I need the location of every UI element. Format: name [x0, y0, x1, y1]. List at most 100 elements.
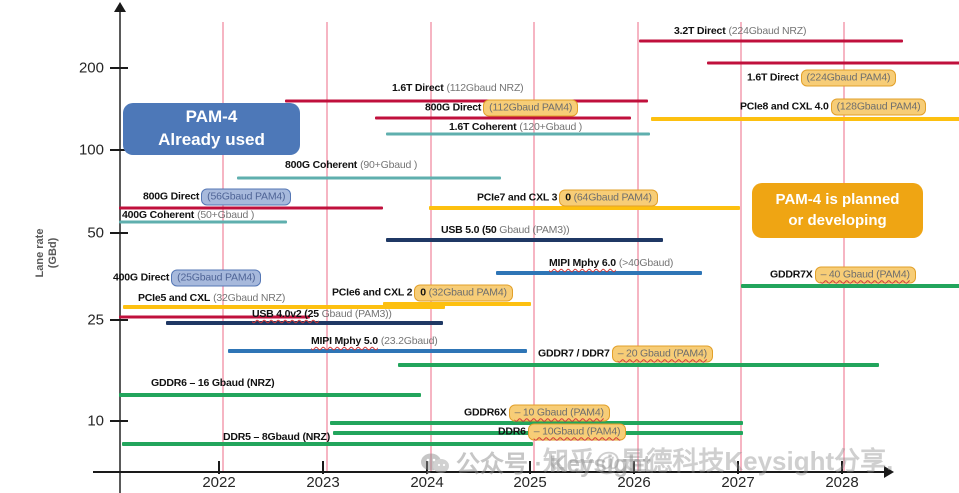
pcie6-cxl2-value: (32Gbaud PAM4): [428, 286, 507, 299]
y-tick-label-10: 10: [87, 412, 104, 430]
watermark-text-2: 知乎@是德科技Keysight分享.: [543, 446, 894, 476]
800g-direct-pam4-highlight-box: (112Gbaud PAM4): [483, 99, 579, 117]
pcie5-cxl-name: PCIe5 and CXL: [138, 292, 211, 304]
ddr5-label: DDR5 – 8Gbaud (NRZ): [223, 430, 330, 444]
3-2t-direct-label: 3.2T Direct (224Gbaud NRZ): [674, 24, 806, 38]
1-6t-coherent-line: [386, 132, 650, 136]
800g-coherent-name: 800G Coherent: [285, 159, 358, 171]
x-tick-2023: [322, 461, 324, 474]
y-tick-label-200: 200: [78, 59, 104, 77]
mipi-mphy5-name: MIPI Mphy 5.0: [311, 335, 378, 347]
usb5-label: USB 5.0 (50 Gbaud (PAM3)): [441, 223, 570, 237]
y-tick-200: [110, 67, 128, 69]
x-tick-2025: [529, 461, 531, 474]
mipi-mphy6-line: [496, 271, 702, 275]
800g-direct-56-line: [119, 206, 383, 210]
400g-coherent-line: [119, 220, 287, 224]
x-tick-2027: [737, 461, 739, 474]
800g-direct-pam4-value: (112Gbaud PAM4): [489, 101, 573, 114]
pcie8-cxl4-value: (128Gbaud PAM4): [836, 100, 921, 113]
gridline-2028: [843, 22, 845, 471]
gddr7-ddr7-name: GDDR7 / DDR7: [538, 347, 610, 360]
pcie7-cxl3-name: PCIe7 and CXL 3: [477, 191, 558, 204]
mipi-mphy6-label: MIPI Mphy 6.0 (>40Gbaud): [549, 256, 673, 270]
800g-coherent-label: 800G Coherent (90+Gbaud ): [285, 158, 417, 172]
pcie5-cxl-line: [123, 305, 445, 309]
pcie7-cxl3-line: [429, 206, 740, 210]
1-6t-direct-nrz-value: (112Gbaud NRZ): [446, 82, 524, 94]
3-2t-direct-line: [639, 39, 903, 43]
800g-direct-56-label: 800G Direct (56Gbaud PAM4): [143, 188, 292, 206]
mipi-mphy5-label: MIPI Mphy 5.0 (23.2Gbaud): [311, 334, 438, 348]
gddr6x-highlight-box: – 10 Gbaud (PAM4): [508, 404, 610, 422]
watermark-wechat: 公众号 · Keysight: [420, 444, 651, 483]
gddr7x-line: [741, 284, 959, 288]
watermark-text-1: 公众号 · Keysight: [456, 451, 651, 478]
1-6t-direct-nrz-name: 1.6T Direct: [392, 82, 444, 94]
x-axis-arrow-icon: [884, 466, 894, 478]
800g-coherent-value: (90+Gbaud ): [360, 159, 418, 171]
y-axis-arrow-icon: [114, 2, 126, 12]
x-tick-label-2022: 2022: [202, 474, 236, 491]
400g-direct-25-value: (25Gbaud PAM4): [177, 271, 256, 284]
gddr7x-highlight-box: – 40 Gbaud (PAM4): [814, 266, 916, 284]
x-tick-2022: [218, 461, 220, 474]
gddr7x-value: – 40 Gbaud (PAM4): [820, 268, 910, 281]
gddr7-ddr7-value: – 20 Gbaud (PAM4): [617, 347, 707, 360]
1-6t-coherent-label: 1.6T Coherent (120+Gbaud ): [449, 120, 582, 134]
800g-direct-pam4-name: 800G Direct: [425, 101, 482, 114]
400g-coherent-label: 400G Coherent (50+Gbaud ): [122, 208, 254, 222]
400g-direct-25-line: [119, 315, 310, 319]
annotation-pam4-already-used: PAM-4 Already used: [123, 103, 300, 155]
ddr6-highlight-box: – 10Gbaud (PAM4): [527, 423, 627, 441]
gridline-2027: [740, 22, 742, 471]
y-tick-50: [110, 232, 128, 234]
ddr5-name: DDR5 – 8Gbaud (NRZ): [223, 431, 331, 443]
mipi-mphy6-value: (>40Gbaud): [618, 257, 674, 269]
usb4-0v2-line: [166, 321, 443, 325]
pcie6-cxl2-highlight-box: 0 (32Gbaud PAM4): [414, 284, 513, 302]
y-axis-title-line2: (GBd): [47, 237, 59, 269]
800g-direct-56-highlight-box: (56Gbaud PAM4): [201, 188, 292, 206]
x-tick-2026: [633, 461, 635, 474]
pcie5-cxl-label: PCIe5 and CXL (32Gbaud NRZ): [138, 291, 285, 305]
pcie5-cxl-value: (32Gbaud NRZ): [213, 292, 286, 304]
400g-direct-25-highlight-box: (25Gbaud PAM4): [171, 269, 262, 287]
pcie6-cxl2-line: [383, 302, 531, 306]
pcie8-cxl4-name: PCIe8 and CXL 4.0: [740, 100, 829, 113]
annotation-pam4-planned: PAM-4 is planned or developing: [752, 183, 923, 238]
gddr7x-name: GDDR7X: [770, 268, 813, 281]
x-tick-label-2024: 2024: [410, 474, 444, 491]
x-tick-label-2028: 2028: [825, 474, 859, 491]
1-6t-coherent-value: (120+Gbaud ): [519, 121, 583, 133]
x-tick-label-2026: 2026: [617, 474, 651, 491]
annotation-line: PAM-4: [185, 107, 238, 127]
x-tick-label-2027: 2027: [721, 474, 755, 491]
y-tick-10: [110, 420, 128, 422]
usb4-0v2-value: Gbaud (PAM3)): [318, 308, 392, 320]
y-axis-title: Lane rate (GBd): [34, 207, 62, 299]
y-tick-100: [110, 149, 128, 151]
400g-direct-25-label: 400G Direct (25Gbaud PAM4): [113, 269, 262, 287]
ddr6-name: DDR6: [498, 425, 526, 438]
800g-direct-56-value: (56Gbaud PAM4): [207, 190, 286, 203]
x-tick-2028: [841, 461, 843, 474]
gridline-2022: [222, 22, 224, 471]
gddr7-ddr7-line: [398, 363, 879, 367]
annotation-line: or developing: [788, 211, 887, 229]
usb5-line: [386, 238, 663, 242]
gridline-2024: [430, 22, 432, 471]
pcie6-cxl2-name: PCIe6 and CXL 2: [332, 286, 413, 299]
mipi-mphy6-name: MIPI Mphy 6.0: [549, 257, 616, 269]
y-tick-label-50: 50: [87, 224, 104, 242]
pcie8-cxl4-line: [651, 117, 959, 121]
y-tick-label-100: 100: [78, 141, 104, 159]
pcie8-cxl4-highlight-box: (128Gbaud PAM4): [830, 98, 927, 116]
y-axis-title-line1: Lane rate: [34, 228, 46, 278]
annotation-line: PAM-4 is planned: [775, 191, 900, 209]
y-axis-line: [119, 10, 121, 493]
gddr7x-label: GDDR7X – 40 Gbaud (PAM4): [770, 266, 916, 284]
watermark-zhihu: 知乎@是德科技Keysight分享.: [543, 441, 893, 478]
1-6t-direct-pam4-label: 1.6T Direct (224Gbaud PAM4): [747, 69, 897, 87]
